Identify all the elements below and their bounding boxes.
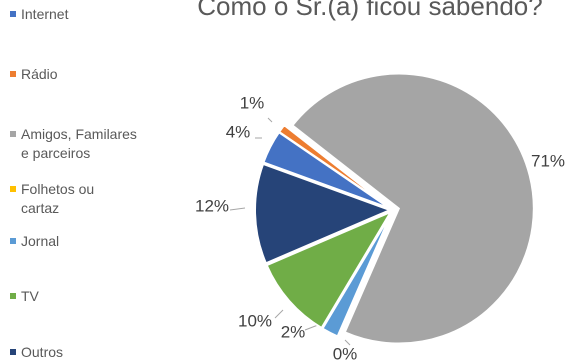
legend-swatch bbox=[10, 349, 16, 355]
leader-line bbox=[304, 324, 319, 331]
legend-label: Amigos, Familares e parceiros bbox=[21, 126, 137, 161]
pie-slice bbox=[321, 212, 393, 338]
pie-slice bbox=[265, 209, 394, 330]
data-label: 4% bbox=[226, 122, 251, 141]
legend-label: Jornal bbox=[21, 233, 60, 249]
data-label: 71% bbox=[531, 151, 565, 170]
chart-title: Como o Sr.(a) ficou sabendo? bbox=[197, 0, 542, 21]
legend-label: Outros bbox=[21, 344, 64, 360]
legend-label: Internet bbox=[21, 6, 69, 22]
legend-label: TV bbox=[21, 288, 39, 304]
data-label: 12% bbox=[195, 196, 229, 215]
legend-item: Jornal bbox=[10, 232, 59, 251]
data-label: 1% bbox=[240, 93, 265, 112]
leader-line bbox=[229, 207, 246, 211]
legend-label: Folhetos ou cartaz bbox=[21, 181, 95, 216]
leader-line bbox=[274, 309, 284, 319]
leader-line bbox=[344, 339, 351, 346]
data-label: 0% bbox=[333, 344, 358, 363]
legend-swatch bbox=[10, 186, 16, 192]
pie-slice bbox=[291, 72, 535, 345]
pie-slice bbox=[254, 162, 393, 265]
pie-slice bbox=[277, 123, 392, 210]
legend-item: Folhetos ou cartaz bbox=[10, 180, 94, 218]
legend-item: Internet bbox=[10, 5, 68, 24]
legend-item: TV bbox=[10, 287, 39, 306]
legend-item: Outros bbox=[10, 343, 63, 362]
data-label: 2% bbox=[281, 322, 306, 341]
legend-item: Amigos, Familares e parceiros bbox=[10, 125, 137, 163]
legend-swatch bbox=[10, 238, 16, 244]
legend-swatch bbox=[10, 131, 16, 137]
legend-swatch bbox=[10, 71, 16, 77]
legend-item: Rádio bbox=[10, 65, 58, 84]
legend-swatch bbox=[10, 293, 16, 299]
legend-label: Rádio bbox=[21, 66, 58, 82]
leader-line bbox=[267, 117, 273, 123]
legend-swatch bbox=[10, 11, 16, 17]
data-label: 10% bbox=[238, 311, 272, 330]
